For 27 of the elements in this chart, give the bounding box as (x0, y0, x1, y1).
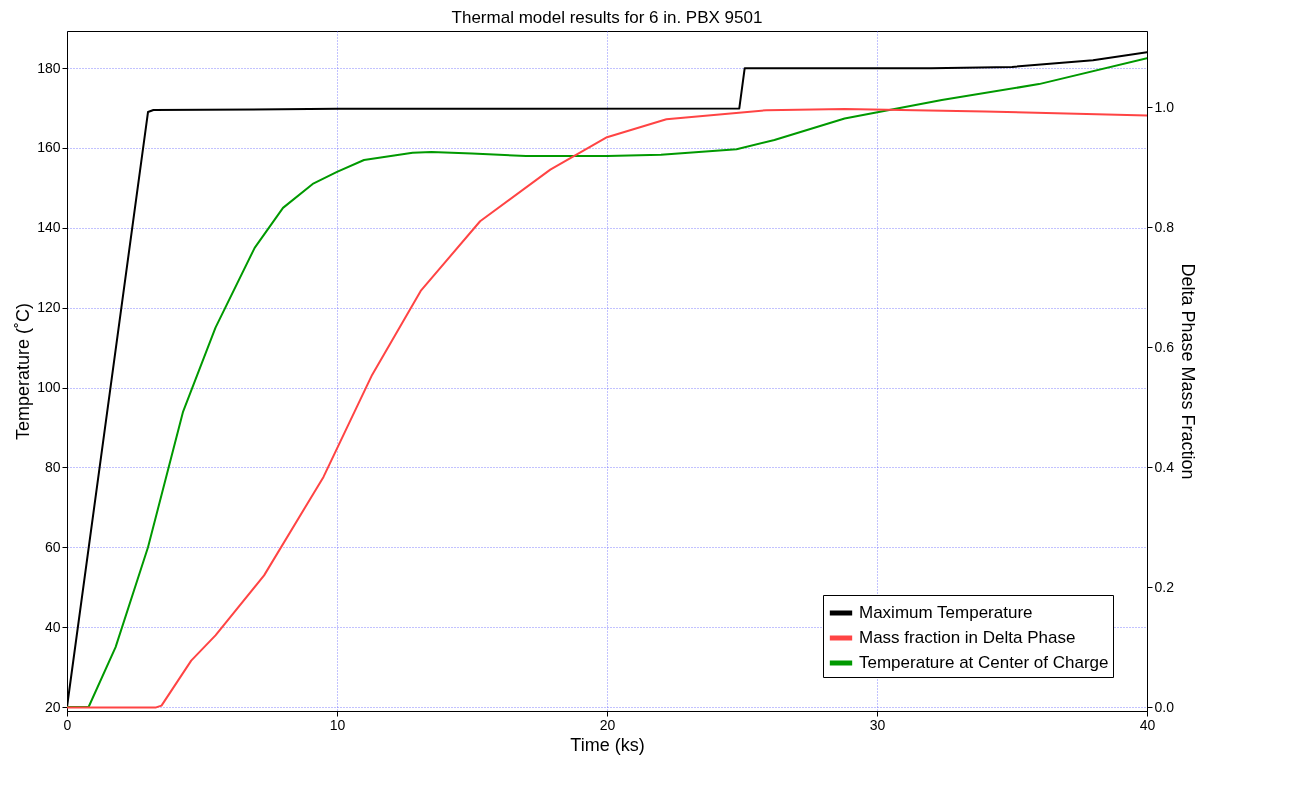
y-tick-label: 20 (44, 698, 61, 715)
y-tick-label: 80 (44, 458, 61, 475)
x-axis-title: Time (ks) (570, 734, 645, 755)
y-tick-label: 40 (44, 618, 61, 635)
y-tick-label: 180 (37, 59, 61, 76)
legend-label: Temperature at Center of Charge (859, 653, 1109, 672)
y2-tick-label: 0.8 (1154, 218, 1175, 235)
y-axis-title: Temperature (˚C) (13, 302, 34, 441)
x-tick-label: 10 (329, 716, 346, 733)
legend-label: Maximum Temperature (859, 603, 1033, 622)
x-tick-label: 0 (63, 716, 72, 733)
y2-tick-label: 0.0 (1154, 698, 1175, 715)
x-tick-label: 30 (869, 716, 886, 733)
y-tick-label: 120 (37, 299, 61, 316)
chart-title: Thermal model results for 6 in. PBX 9501 (451, 8, 763, 27)
x-tick-label: 40 (1139, 716, 1156, 733)
y-tick-label: 60 (44, 538, 61, 555)
y-tick-label: 160 (37, 139, 61, 156)
y2-tick-label: 0.4 (1154, 458, 1175, 475)
y2-axis-title: Delta Phase Mass Fraction (1177, 263, 1198, 480)
y-tick-label: 100 (37, 379, 61, 396)
x-tick-label: 20 (599, 716, 616, 733)
legend-label: Mass fraction in Delta Phase (859, 628, 1076, 647)
y-tick-label: 140 (37, 219, 61, 236)
y2-tick-label: 0.6 (1154, 338, 1175, 355)
y2-tick-label: 1.0 (1154, 98, 1175, 115)
y2-tick-label: 0.2 (1154, 578, 1175, 595)
